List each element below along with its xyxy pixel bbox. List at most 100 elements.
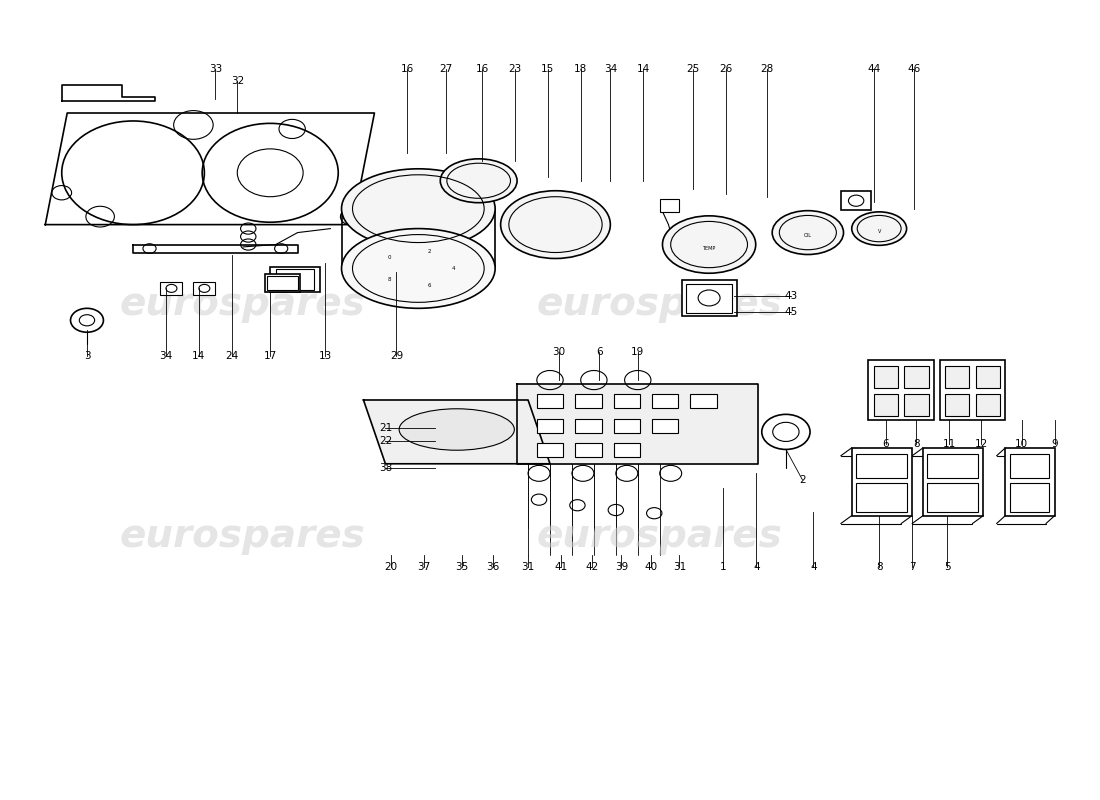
FancyBboxPatch shape [1010, 454, 1049, 478]
Text: 17: 17 [264, 351, 277, 361]
Text: 20: 20 [384, 562, 397, 573]
Text: TEMP: TEMP [703, 246, 716, 251]
FancyBboxPatch shape [873, 366, 898, 388]
Text: 25: 25 [686, 64, 700, 74]
FancyBboxPatch shape [614, 443, 640, 458]
Polygon shape [62, 85, 155, 101]
Text: 42: 42 [585, 562, 598, 573]
Text: 44: 44 [867, 64, 880, 74]
FancyBboxPatch shape [537, 443, 563, 458]
FancyBboxPatch shape [939, 360, 1005, 420]
Text: 8: 8 [388, 277, 392, 282]
Text: 23: 23 [508, 64, 521, 74]
Text: 14: 14 [637, 64, 650, 74]
Text: 38: 38 [378, 462, 392, 473]
FancyBboxPatch shape [652, 394, 679, 408]
FancyBboxPatch shape [575, 419, 602, 434]
FancyBboxPatch shape [691, 394, 717, 408]
FancyBboxPatch shape [945, 366, 969, 388]
FancyBboxPatch shape [927, 454, 978, 478]
FancyBboxPatch shape [873, 394, 898, 416]
Text: 35: 35 [455, 562, 469, 573]
Text: 15: 15 [541, 64, 554, 74]
Text: 22: 22 [378, 437, 392, 446]
Text: 29: 29 [389, 351, 403, 361]
FancyBboxPatch shape [267, 276, 298, 290]
Polygon shape [45, 113, 374, 225]
Text: eurospares: eurospares [120, 286, 365, 323]
Text: 5: 5 [944, 562, 950, 573]
Text: 16: 16 [475, 64, 488, 74]
Polygon shape [517, 384, 759, 464]
Text: eurospares: eurospares [537, 286, 782, 323]
Ellipse shape [662, 216, 756, 274]
FancyBboxPatch shape [660, 199, 680, 212]
Text: 3: 3 [84, 351, 90, 361]
FancyBboxPatch shape [856, 483, 906, 512]
Text: 32: 32 [231, 76, 244, 86]
Text: 39: 39 [615, 562, 628, 573]
Text: 16: 16 [400, 64, 414, 74]
Text: 7: 7 [909, 562, 915, 573]
FancyBboxPatch shape [194, 282, 216, 294]
Circle shape [762, 414, 810, 450]
FancyBboxPatch shape [537, 394, 563, 408]
Text: 10: 10 [1015, 439, 1028, 449]
Polygon shape [363, 400, 550, 464]
Text: 18: 18 [574, 64, 587, 74]
FancyBboxPatch shape [575, 394, 602, 408]
FancyBboxPatch shape [1010, 483, 1049, 512]
Text: 11: 11 [943, 439, 956, 449]
FancyBboxPatch shape [271, 267, 320, 292]
FancyBboxPatch shape [923, 448, 983, 515]
Text: 41: 41 [554, 562, 568, 573]
FancyBboxPatch shape [276, 270, 315, 290]
FancyBboxPatch shape [840, 191, 871, 210]
Ellipse shape [399, 409, 515, 450]
Text: 30: 30 [552, 347, 565, 357]
Text: 14: 14 [192, 351, 206, 361]
FancyBboxPatch shape [851, 448, 912, 515]
FancyBboxPatch shape [945, 394, 969, 416]
FancyBboxPatch shape [161, 282, 183, 294]
Text: 2: 2 [428, 249, 431, 254]
Text: 28: 28 [760, 64, 774, 74]
Text: 33: 33 [209, 64, 222, 74]
FancyBboxPatch shape [976, 394, 1000, 416]
FancyBboxPatch shape [537, 419, 563, 434]
FancyBboxPatch shape [652, 419, 679, 434]
Ellipse shape [341, 229, 495, 308]
Text: 4: 4 [452, 266, 455, 271]
Ellipse shape [772, 210, 844, 254]
Ellipse shape [440, 159, 517, 202]
FancyBboxPatch shape [904, 394, 928, 416]
Text: 34: 34 [604, 64, 617, 74]
FancyBboxPatch shape [265, 274, 300, 291]
FancyBboxPatch shape [686, 284, 733, 313]
Text: 13: 13 [318, 351, 332, 361]
Text: 8: 8 [913, 439, 920, 449]
Text: 12: 12 [975, 439, 988, 449]
Text: OIL: OIL [804, 233, 812, 238]
Text: 4: 4 [754, 562, 760, 573]
Text: 37: 37 [417, 562, 430, 573]
Text: V: V [878, 229, 881, 234]
FancyBboxPatch shape [976, 366, 1000, 388]
FancyBboxPatch shape [927, 483, 978, 512]
Ellipse shape [341, 169, 495, 249]
Text: 31: 31 [673, 562, 686, 573]
Text: 6: 6 [428, 283, 431, 288]
Text: 40: 40 [645, 562, 658, 573]
Ellipse shape [500, 190, 610, 258]
Text: 6: 6 [882, 439, 889, 449]
Text: 6: 6 [596, 347, 603, 357]
Text: 1: 1 [720, 562, 727, 573]
FancyBboxPatch shape [575, 443, 602, 458]
Text: 9: 9 [1052, 439, 1058, 449]
Text: 2: 2 [799, 474, 805, 485]
FancyBboxPatch shape [904, 366, 928, 388]
Text: 31: 31 [521, 562, 535, 573]
FancyBboxPatch shape [868, 360, 934, 420]
Text: 21: 21 [378, 423, 392, 433]
FancyBboxPatch shape [614, 419, 640, 434]
